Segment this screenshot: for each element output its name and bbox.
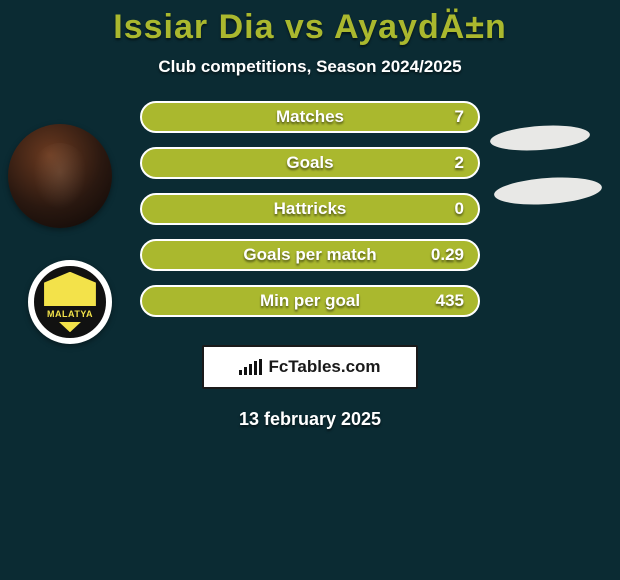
- stat-label: Hattricks: [274, 199, 347, 219]
- stat-row: Hattricks 0: [140, 193, 480, 225]
- page-title: Issiar Dia vs AyaydÄ±n: [0, 8, 620, 47]
- stat-value: 0: [455, 199, 464, 219]
- stat-row: Goals 2: [140, 147, 480, 179]
- page-subtitle: Club competitions, Season 2024/2025: [0, 57, 620, 77]
- stat-row: Goals per match 0.29: [140, 239, 480, 271]
- stat-value: 435: [436, 291, 464, 311]
- fctables-badge: FcTables.com: [202, 345, 418, 389]
- date-label: 13 february 2025: [0, 409, 620, 430]
- stat-value: 0.29: [431, 245, 464, 265]
- stats-rows: Matches 7 Goals 2 Hattricks 0 Goals per match 0…: [0, 101, 620, 317]
- stat-row: Matches 7: [140, 101, 480, 133]
- stat-value: 7: [455, 107, 464, 127]
- fctables-bars-icon: [239, 359, 262, 375]
- stat-row: Min per goal 435: [140, 285, 480, 317]
- stat-label: Goals per match: [243, 245, 376, 265]
- stat-label: Goals: [286, 153, 333, 173]
- stat-label: Matches: [276, 107, 344, 127]
- content: Issiar Dia vs AyaydÄ±n Club competitions…: [0, 0, 620, 430]
- stat-value: 2: [455, 153, 464, 173]
- fctables-label: FcTables.com: [268, 357, 380, 377]
- stat-label: Min per goal: [260, 291, 360, 311]
